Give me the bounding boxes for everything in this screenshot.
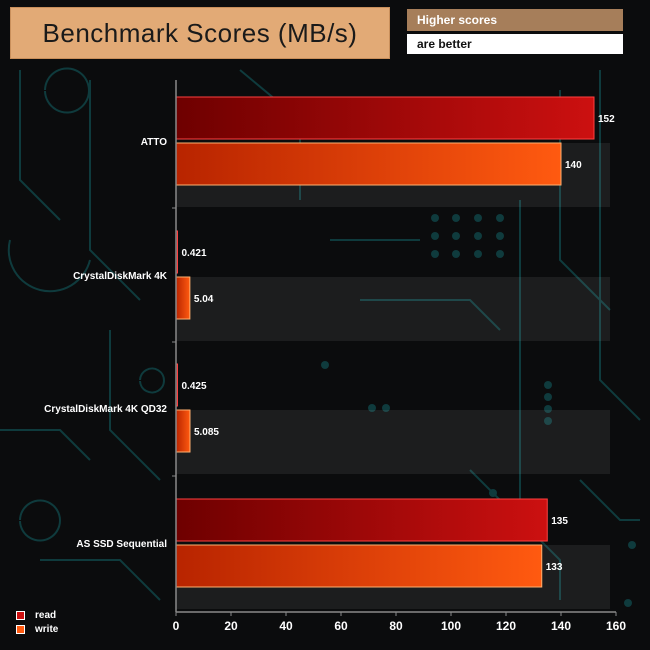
- bar-read-3: [175, 498, 548, 542]
- circuit-trace: [40, 559, 161, 601]
- labels: 152 140 ATTO 0.421 5.04 CrystalDiskMark 4K 0.4…: [44, 114, 615, 573]
- circuit-dot: [544, 417, 552, 425]
- circuit-trace: [7, 239, 91, 293]
- circuit-dot: [489, 489, 497, 497]
- data-label-write-0: 140: [565, 160, 582, 171]
- data-label-write-1: 5.04: [194, 294, 214, 305]
- x-tick-label-4: 80: [389, 619, 403, 633]
- circuit-trace: [44, 67, 90, 114]
- circuit-trace: [599, 70, 641, 421]
- circuit-trace: [19, 70, 61, 221]
- data-label-write-2: 5.085: [194, 427, 219, 438]
- circuit-dot: [321, 361, 329, 369]
- circuit-trace: [0, 429, 91, 461]
- legend-item-write: write: [16, 622, 58, 636]
- circuit-dot: [544, 405, 552, 413]
- x-tick-label-3: 60: [334, 619, 348, 633]
- circuit-dot: [624, 599, 632, 607]
- circuit-dot: [496, 214, 504, 222]
- circuit-dot: [431, 214, 439, 222]
- category-label-2: CrystalDiskMark 4K QD32: [44, 404, 167, 415]
- data-label-read-1: 0.421: [182, 248, 207, 259]
- legend-label-write: write: [35, 623, 59, 635]
- data-label-read-2: 0.425: [182, 381, 207, 392]
- circuit-dot: [452, 250, 460, 258]
- category-label-1: CrystalDiskMark 4K: [73, 271, 168, 282]
- category-label-3: AS SSD Sequential: [76, 539, 167, 550]
- legend: read write: [16, 608, 58, 636]
- circuit-trace: [579, 479, 640, 521]
- circuit-dot: [382, 404, 390, 412]
- circuit-dot: [431, 232, 439, 240]
- circuit-dot: [474, 214, 482, 222]
- circuit-trace: [89, 80, 141, 301]
- bars: [175, 96, 595, 588]
- circuit-dot: [474, 250, 482, 258]
- axes: 0 20 40 60 80 100 120 140 160: [172, 80, 626, 633]
- circuit-dot: [431, 250, 439, 258]
- circuit-dot: [496, 232, 504, 240]
- circuit-dot: [452, 232, 460, 240]
- are-better-note: are better: [407, 34, 623, 54]
- data-label-write-3: 133: [546, 562, 563, 573]
- bar-write-0: [175, 142, 562, 186]
- x-tick-label-5: 100: [441, 619, 461, 633]
- circuit-dot: [544, 381, 552, 389]
- x-tick-label-8: 160: [606, 619, 626, 633]
- higher-scores-note: Higher scores: [407, 9, 623, 31]
- x-tick-label-7: 140: [551, 619, 571, 633]
- x-tick-label-6: 120: [496, 619, 516, 633]
- circuit-dot: [474, 232, 482, 240]
- circuit-background: [0, 67, 641, 607]
- legend-label-read: read: [35, 609, 57, 621]
- bar-write-2: [175, 409, 191, 453]
- circuit-trace: [19, 499, 61, 542]
- bar-read-0: [175, 96, 595, 140]
- band-2: [176, 410, 610, 474]
- circuit-dot: [628, 541, 636, 549]
- circuit-dot: [544, 393, 552, 401]
- band-1: [176, 277, 610, 341]
- circuit-dot: [368, 404, 376, 412]
- circuit-trace: [360, 299, 501, 331]
- x-tick-label-1: 20: [224, 619, 238, 633]
- circuit-dot: [496, 250, 504, 258]
- legend-item-read: read: [16, 608, 58, 622]
- x-tick-label-0: 0: [173, 619, 180, 633]
- bar-write-3: [175, 544, 543, 588]
- legend-swatch-read: [16, 610, 25, 620]
- x-tick-label-2: 40: [279, 619, 293, 633]
- chart-title: Benchmark Scores (MB/s): [10, 7, 390, 59]
- circuit-trace: [109, 330, 161, 481]
- circuit-trace: [139, 367, 165, 394]
- data-label-read-3: 135: [551, 516, 568, 527]
- category-label-0: ATTO: [141, 137, 168, 148]
- data-label-read-0: 152: [598, 114, 615, 125]
- bar-write-1: [175, 276, 191, 320]
- circuit-dot: [452, 214, 460, 222]
- legend-swatch-write: [16, 624, 25, 634]
